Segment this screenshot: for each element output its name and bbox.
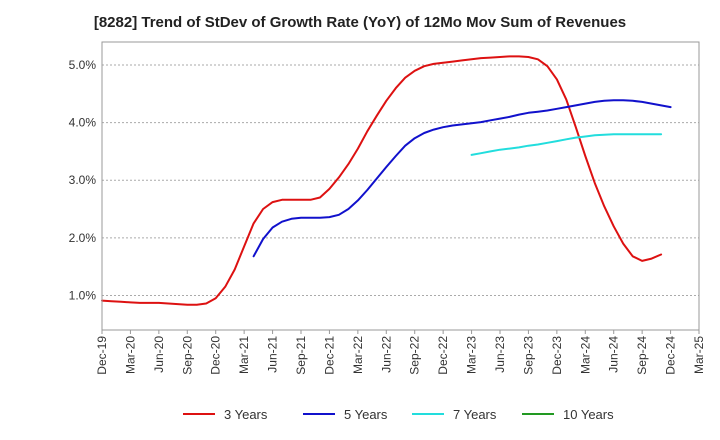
x-tick-label: Mar-24 [578,336,592,374]
legend: 3 Years 5 Years 7 Years 10 Years [183,407,614,422]
x-tick-label: Dec-22 [436,336,450,375]
x-tick-label: Dec-21 [322,336,336,375]
x-tick-label: Sep-23 [521,336,535,375]
x-tick-label: Jun-20 [152,336,166,373]
x-tick-label: Mar-25 [692,336,706,374]
x-tick-label: Sep-21 [294,336,308,375]
x-tick-label: Mar-22 [351,336,365,374]
chart-title: [8282] Trend of StDev of Growth Rate (Yo… [93,14,627,31]
x-tick-label: Mar-21 [237,336,251,374]
y-tick-label: 3.0% [69,173,97,187]
x-tick-label: Mar-20 [123,336,137,374]
x-axis: Dec-19 Mar-20 Jun-20 Sep-20 Dec-20 Mar-21 Jun-… [95,330,706,375]
y-axis: 1.0% 2.0% 3.0% 4.0% 5.0% [69,58,97,302]
y-tick-label: 1.0% [69,288,97,302]
x-tick-label: Mar-23 [465,336,479,374]
series-line-5-years [252,99,672,258]
x-tick-label: Jun-23 [493,336,507,373]
x-tick-label: Jun-21 [266,336,280,373]
x-tick-label: Dec-23 [550,336,564,375]
legend-label: 7 Years [453,407,497,422]
y-tick-label: 4.0% [69,116,97,130]
series-lines [101,55,672,306]
x-tick-label: Sep-20 [180,336,194,375]
x-tick-label: Jun-22 [379,336,393,373]
x-tick-label: Dec-24 [664,336,678,375]
plot-area [102,42,699,330]
x-tick-label: Sep-24 [635,336,649,375]
legend-label: 5 Years [344,407,388,422]
x-tick-label: Dec-19 [95,336,109,375]
plot-frame [101,41,700,331]
x-tick-label: Jun-24 [607,336,621,373]
x-tick-label: Sep-22 [408,336,422,375]
legend-label: 10 Years [563,407,614,422]
series-line-3-years [101,55,663,306]
y-tick-label: 2.0% [69,231,97,245]
x-tick-label: Dec-20 [209,336,223,375]
legend-label: 3 Years [224,407,268,422]
series-line-7-years [470,133,663,156]
y-tick-label: 5.0% [69,58,97,72]
gridlines [102,64,699,296]
